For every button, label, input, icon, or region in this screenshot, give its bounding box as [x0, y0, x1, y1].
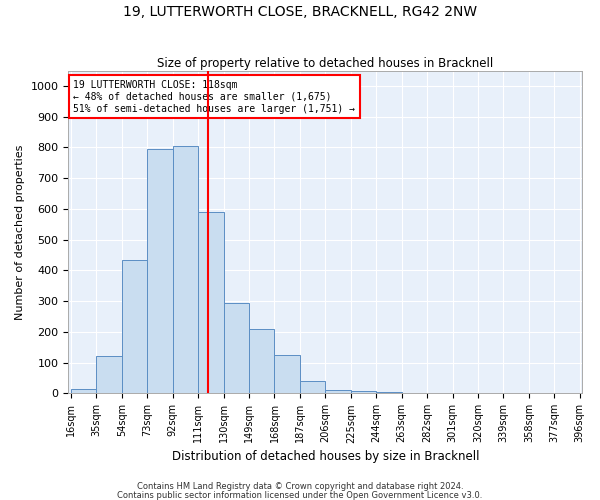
Bar — [71, 388, 97, 394]
X-axis label: Distribution of detached houses by size in Bracknell: Distribution of detached houses by size … — [172, 450, 479, 462]
Bar — [300, 381, 325, 394]
Bar — [351, 391, 376, 394]
Bar — [224, 302, 249, 394]
Bar — [198, 212, 224, 394]
Text: 19 LUTTERWORTH CLOSE: 118sqm
← 48% of detached houses are smaller (1,675)
51% of: 19 LUTTERWORTH CLOSE: 118sqm ← 48% of de… — [73, 80, 355, 114]
Bar — [147, 149, 173, 394]
Bar — [376, 392, 401, 394]
Title: Size of property relative to detached houses in Bracknell: Size of property relative to detached ho… — [157, 56, 493, 70]
Bar — [325, 390, 351, 394]
Bar — [97, 356, 122, 394]
Bar — [249, 329, 274, 394]
Bar — [122, 260, 147, 394]
Bar — [173, 146, 198, 394]
Y-axis label: Number of detached properties: Number of detached properties — [15, 144, 25, 320]
Text: 19, LUTTERWORTH CLOSE, BRACKNELL, RG42 2NW: 19, LUTTERWORTH CLOSE, BRACKNELL, RG42 2… — [123, 5, 477, 19]
Text: Contains HM Land Registry data © Crown copyright and database right 2024.: Contains HM Land Registry data © Crown c… — [137, 482, 463, 491]
Bar — [274, 355, 300, 394]
Text: Contains public sector information licensed under the Open Government Licence v3: Contains public sector information licen… — [118, 490, 482, 500]
